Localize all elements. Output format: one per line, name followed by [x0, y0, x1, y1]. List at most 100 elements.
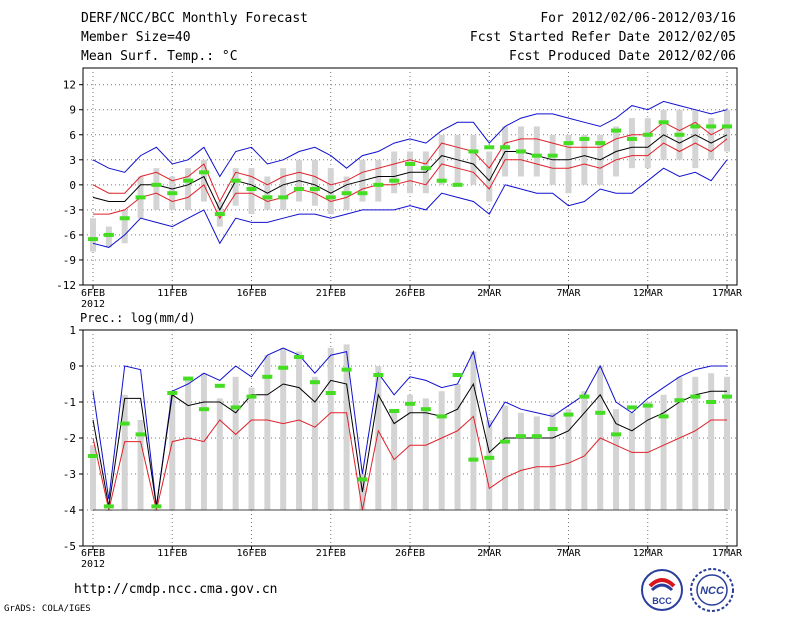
ensemble-box [280, 348, 287, 510]
median-marker [642, 132, 653, 137]
median-marker [325, 391, 336, 395]
ensemble-box [692, 109, 699, 169]
median-marker [405, 161, 415, 166]
x-tick-label: 12MAR [633, 288, 664, 299]
produced-date: Fcst Produced Date 2012/02/06 [509, 49, 736, 64]
y-tick-label: -3 [63, 204, 76, 217]
median-marker [278, 365, 289, 370]
x-tick-label: 7MAR [556, 288, 581, 299]
median-marker [468, 149, 479, 154]
y-tick-label: 6 [69, 129, 76, 142]
x-tick-label: 12MAR [633, 548, 664, 559]
median-marker [183, 178, 194, 183]
ensemble-box [533, 416, 540, 510]
median-marker [706, 400, 717, 404]
median-marker [373, 373, 384, 377]
series-line-ensemble-mean [92, 134, 728, 212]
median-marker [309, 187, 320, 192]
median-marker [468, 457, 479, 462]
ensemble-box [407, 394, 413, 510]
median-marker [214, 383, 225, 388]
x-tick-label: 21FEB [316, 288, 346, 299]
ensemble-box [533, 126, 540, 177]
median-marker [484, 145, 495, 150]
median-marker [198, 170, 209, 175]
median-marker [500, 145, 511, 150]
median-marker [484, 455, 495, 460]
median-marker [626, 405, 637, 410]
y-tick-label: -1 [63, 396, 76, 409]
y-tick-label: 0 [69, 179, 76, 192]
y-tick-label: 9 [69, 104, 76, 117]
y-tick-label: -6 [63, 229, 76, 242]
ensemble-box [708, 118, 715, 160]
median-marker [119, 216, 130, 221]
median-marker [722, 394, 732, 399]
median-marker [135, 195, 146, 200]
ensemble-box [311, 376, 318, 510]
x-tick-label: 6FEB [81, 288, 105, 299]
ensemble-box [470, 134, 477, 185]
median-marker [611, 432, 622, 437]
median-marker [389, 178, 400, 183]
series-line-mean-spread [92, 412, 727, 511]
median-marker [658, 120, 669, 125]
ensemble-box [264, 355, 271, 510]
ensemble-box [90, 218, 96, 252]
ensemble-box [660, 394, 667, 510]
median-marker [452, 182, 463, 187]
median-marker [547, 153, 558, 158]
ensemble-box [486, 151, 493, 202]
x-tick-label: 7MAR [556, 548, 581, 559]
ensemble-box [692, 376, 699, 510]
x-tick-label: 2MAR [477, 288, 502, 299]
median-marker [579, 136, 590, 141]
ensemble-box [185, 168, 192, 210]
ensemble-box [676, 376, 683, 510]
source-url[interactable]: http://cmdp.ncc.cma.gov.cn [74, 582, 278, 597]
ensemble-box [216, 398, 223, 510]
series-line-mean-spread [93, 138, 728, 220]
ensemble-box [169, 391, 176, 510]
ensemble-box [327, 168, 334, 215]
ensemble-box [644, 402, 651, 510]
ensemble-box [581, 134, 588, 185]
median-marker [357, 477, 368, 482]
ensemble-box [517, 412, 524, 510]
median-marker [658, 414, 669, 419]
median-marker [341, 367, 352, 372]
median-marker [183, 376, 194, 381]
median-marker [579, 394, 590, 399]
median-marker [706, 124, 717, 129]
series-line-ensemble-min [92, 159, 728, 248]
ncc-logo: NCC [690, 568, 734, 612]
ensemble-box [581, 391, 588, 510]
precip-axis-label: Prec.: log(mm/d) [80, 311, 196, 325]
ensemble-box [628, 412, 635, 510]
ensemble-box [375, 366, 382, 510]
median-marker [214, 212, 225, 217]
median-marker [436, 414, 447, 419]
ensemble-box [502, 405, 509, 510]
x-tick-label: 26FEB [395, 288, 425, 299]
figure-title: DERF/NCC/BCC Monthly Forecast [81, 11, 308, 26]
x-year-label: 2012 [81, 559, 105, 570]
ensemble-box [724, 376, 730, 510]
median-marker [452, 373, 463, 377]
median-marker [246, 394, 257, 399]
x-tick-label: 26FEB [395, 548, 425, 559]
median-marker [500, 439, 511, 444]
ensemble-box [613, 409, 620, 510]
ensemble-box [248, 168, 255, 215]
series-line-mean-spread [92, 121, 728, 203]
median-marker [436, 178, 447, 183]
ensemble-box [343, 344, 350, 510]
ensemble-box [232, 168, 239, 206]
ensemble-box [121, 394, 128, 510]
median-marker [595, 410, 606, 415]
y-tick-label: 0 [69, 360, 76, 373]
ensemble-box [137, 420, 144, 510]
median-marker [88, 454, 98, 458]
forecast-period: For 2012/02/06-2012/03/16 [540, 11, 736, 26]
y-tick-label: -2 [63, 432, 76, 445]
